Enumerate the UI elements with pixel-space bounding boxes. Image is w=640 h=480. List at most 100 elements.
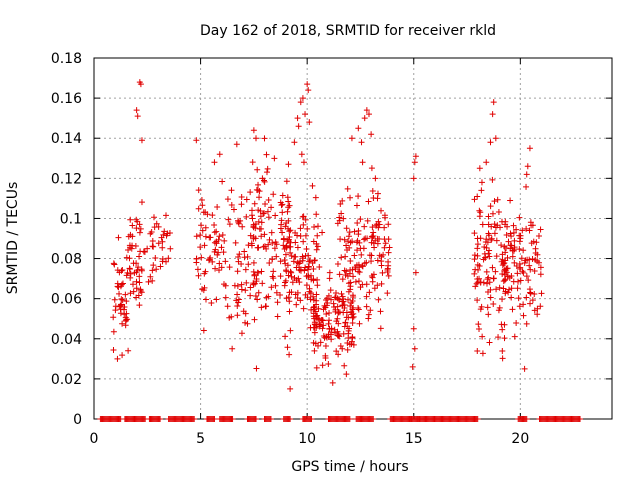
data-point bbox=[365, 311, 372, 318]
data-point bbox=[234, 312, 241, 319]
data-point bbox=[110, 346, 117, 353]
data-point bbox=[368, 258, 375, 265]
data-point bbox=[202, 268, 209, 275]
data-point bbox=[336, 296, 343, 303]
x-tick-label: 10 bbox=[298, 431, 316, 447]
data-point bbox=[224, 196, 231, 203]
data-point bbox=[136, 221, 143, 228]
data-point bbox=[230, 206, 237, 213]
data-point bbox=[295, 123, 302, 130]
data-point bbox=[123, 298, 130, 305]
data-point bbox=[477, 209, 484, 216]
data-point bbox=[300, 238, 307, 245]
data-point bbox=[288, 253, 295, 260]
data-point bbox=[130, 288, 137, 295]
data-point bbox=[326, 275, 333, 282]
y-tick-label: 0.18 bbox=[51, 51, 82, 67]
data-point bbox=[535, 232, 542, 239]
data-point bbox=[306, 258, 313, 265]
data-point bbox=[219, 232, 226, 239]
data-point bbox=[356, 264, 363, 271]
data-point bbox=[344, 346, 351, 353]
data-point bbox=[202, 224, 209, 231]
data-point bbox=[345, 238, 352, 245]
data-point bbox=[352, 278, 359, 285]
data-point bbox=[355, 278, 362, 285]
data-point bbox=[136, 253, 143, 260]
data-point bbox=[129, 281, 136, 288]
data-point bbox=[326, 269, 333, 276]
data-point bbox=[278, 221, 285, 228]
data-point bbox=[297, 99, 304, 106]
data-point bbox=[304, 294, 311, 301]
data-point bbox=[327, 331, 334, 338]
data-point bbox=[234, 282, 241, 289]
data-point bbox=[195, 272, 202, 279]
data-point bbox=[327, 287, 334, 294]
data-point bbox=[273, 241, 280, 248]
data-point bbox=[351, 252, 358, 259]
data-point bbox=[198, 254, 205, 261]
data-point bbox=[300, 221, 307, 228]
data-point bbox=[119, 297, 126, 304]
data-point bbox=[481, 244, 488, 251]
data-point bbox=[193, 255, 200, 262]
data-point bbox=[159, 255, 166, 262]
y-tick-label: 0.14 bbox=[51, 131, 82, 147]
data-point bbox=[283, 178, 290, 185]
data-point bbox=[526, 145, 533, 152]
data-point bbox=[340, 296, 347, 303]
data-point bbox=[289, 279, 296, 286]
data-point bbox=[365, 111, 372, 118]
data-point bbox=[339, 197, 346, 204]
data-point bbox=[258, 268, 265, 275]
data-point bbox=[300, 213, 307, 220]
data-point bbox=[526, 256, 533, 263]
data-point bbox=[258, 304, 265, 311]
data-point bbox=[507, 197, 514, 204]
data-point bbox=[136, 302, 143, 309]
data-point bbox=[287, 385, 294, 392]
data-point bbox=[317, 339, 324, 346]
data-point bbox=[503, 232, 510, 239]
data-point bbox=[314, 282, 321, 289]
data-point bbox=[484, 289, 491, 296]
data-point bbox=[476, 275, 483, 282]
data-point bbox=[214, 203, 221, 210]
data-point bbox=[526, 262, 533, 269]
data-point bbox=[111, 261, 118, 268]
data-point bbox=[523, 320, 530, 327]
data-point bbox=[252, 280, 259, 287]
data-point bbox=[524, 163, 531, 170]
data-point bbox=[520, 247, 527, 254]
data-point bbox=[529, 256, 536, 263]
data-point bbox=[282, 251, 289, 258]
data-point bbox=[479, 350, 486, 357]
data-point bbox=[254, 296, 261, 303]
data-point bbox=[264, 208, 271, 215]
data-point bbox=[141, 249, 148, 256]
data-point bbox=[310, 339, 317, 346]
data-point bbox=[506, 286, 513, 293]
data-point bbox=[198, 197, 205, 204]
data-point bbox=[516, 214, 523, 221]
data-point bbox=[313, 291, 320, 298]
data-point bbox=[343, 268, 350, 275]
data-point bbox=[306, 285, 313, 292]
data-point bbox=[538, 290, 545, 297]
data-point bbox=[147, 230, 154, 237]
data-point bbox=[308, 416, 315, 422]
data-point bbox=[197, 244, 204, 251]
data-point bbox=[111, 296, 118, 303]
data-point bbox=[136, 273, 143, 280]
data-point bbox=[205, 257, 212, 264]
data-point bbox=[297, 225, 304, 232]
data-point bbox=[508, 233, 515, 240]
data-point bbox=[277, 273, 284, 280]
data-point bbox=[283, 295, 290, 302]
data-point bbox=[284, 194, 291, 201]
data-point bbox=[292, 239, 299, 246]
data-point bbox=[326, 325, 333, 332]
data-point bbox=[330, 300, 337, 307]
data-point bbox=[490, 275, 497, 282]
